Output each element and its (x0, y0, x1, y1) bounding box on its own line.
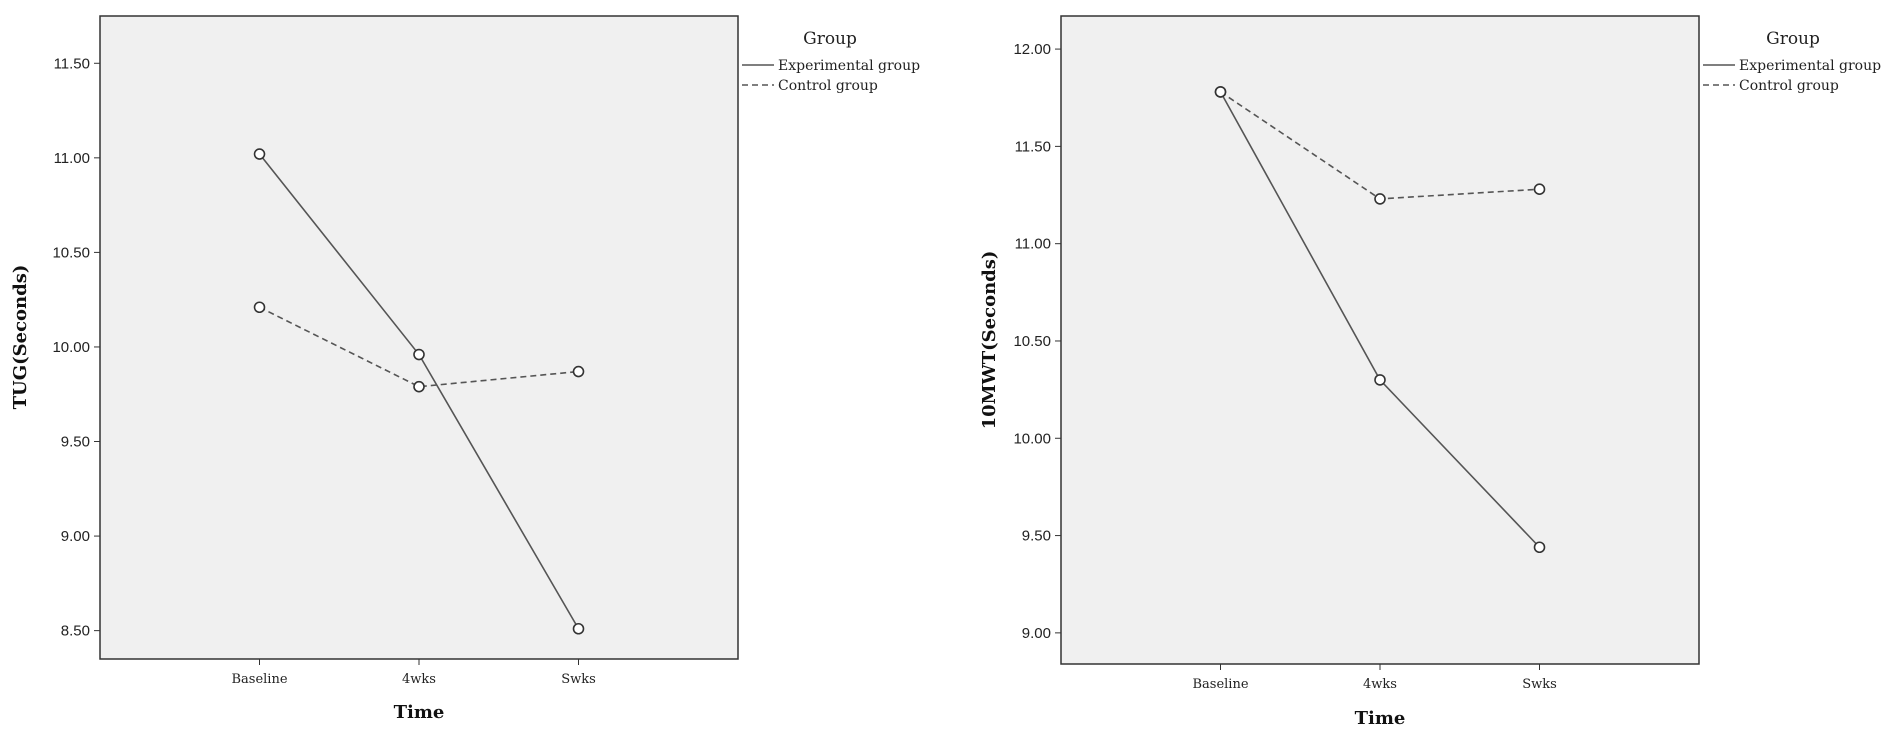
y-tick-label: 9.50 (1022, 528, 1051, 545)
data-point-control-group (413, 380, 425, 393)
data-point-experimental-group (1374, 374, 1386, 386)
legend: Group Experimental group Control group (1703, 29, 1881, 94)
legend-title: Group (1766, 29, 1820, 49)
legend-title: Group (803, 29, 857, 49)
y-axis-title: 10MWT(Seconds) (979, 251, 1000, 430)
x-tick-label: Baseline (231, 672, 287, 687)
legend-label-experimental: Experimental group (1739, 58, 1881, 74)
x-axis: Baseline 4wks Swks (1192, 664, 1557, 692)
data-point-experimental-group (253, 148, 266, 160)
x-tick-label: Baseline (1192, 677, 1248, 692)
series-layer (253, 148, 585, 635)
legend-label-experimental: Experimental group (778, 58, 920, 74)
data-point-control-group (572, 365, 585, 378)
legend-label-control: Control group (1739, 78, 1839, 94)
y-tick-label: 10.50 (52, 244, 90, 261)
y-tick-label: 9.50 (61, 434, 90, 451)
data-point-control-group (1374, 193, 1386, 205)
y-tick-label: 10.00 (1013, 430, 1051, 447)
y-tick-label: 11.50 (1015, 138, 1051, 155)
y-tick-label: 11.00 (54, 150, 90, 167)
x-tick-label: 4wks (1363, 677, 1397, 692)
y-tick-label: 11.00 (1015, 236, 1051, 253)
10mwt-chart: 9.00 9.50 10.00 10.50 11.00 11.50 12.00 Baseli… (979, 15, 1881, 729)
y-tick-label: 12.00 (1013, 41, 1051, 58)
y-tick-label: 9.00 (61, 528, 90, 545)
data-point-experimental-group (1533, 541, 1546, 554)
plot-area (1060, 15, 1700, 665)
x-axis-title: Time (1355, 708, 1406, 729)
x-tick-label: Swks (1522, 677, 1557, 692)
y-tick-label: 11.50 (54, 55, 90, 72)
series-line-control-group (259, 306, 579, 388)
series-layer (1214, 86, 1546, 554)
y-tick-label: 10.50 (1013, 333, 1051, 350)
data-point-control-group (1214, 86, 1227, 98)
x-axis: Baseline 4wks Swks (231, 659, 596, 687)
x-tick-label: Swks (561, 672, 596, 687)
x-tick-label: 4wks (402, 672, 436, 687)
y-axis: 8.50 9.00 9.50 10.00 10.50 11.00 11.50 (52, 55, 100, 640)
y-tick-label: 10.00 (52, 339, 90, 356)
legend-label-control: Control group (778, 78, 878, 94)
y-tick-label: 9.00 (1022, 625, 1051, 642)
data-point-experimental-group (572, 622, 585, 635)
y-tick-label: 8.50 (61, 623, 90, 640)
tug-chart: 8.50 9.00 9.50 10.00 10.50 11.00 11.50 Baselin… (10, 15, 920, 723)
x-axis-title: Time (394, 702, 445, 723)
y-axis-title: TUG(Seconds) (10, 265, 31, 410)
data-point-control-group (1533, 183, 1546, 195)
y-axis: 9.00 9.50 10.00 10.50 11.00 11.50 12.00 (1013, 41, 1061, 642)
data-point-experimental-group (413, 348, 425, 361)
plot-area (99, 15, 739, 660)
legend: Group Experimental group Control group (742, 29, 920, 94)
data-point-control-group (253, 301, 266, 314)
